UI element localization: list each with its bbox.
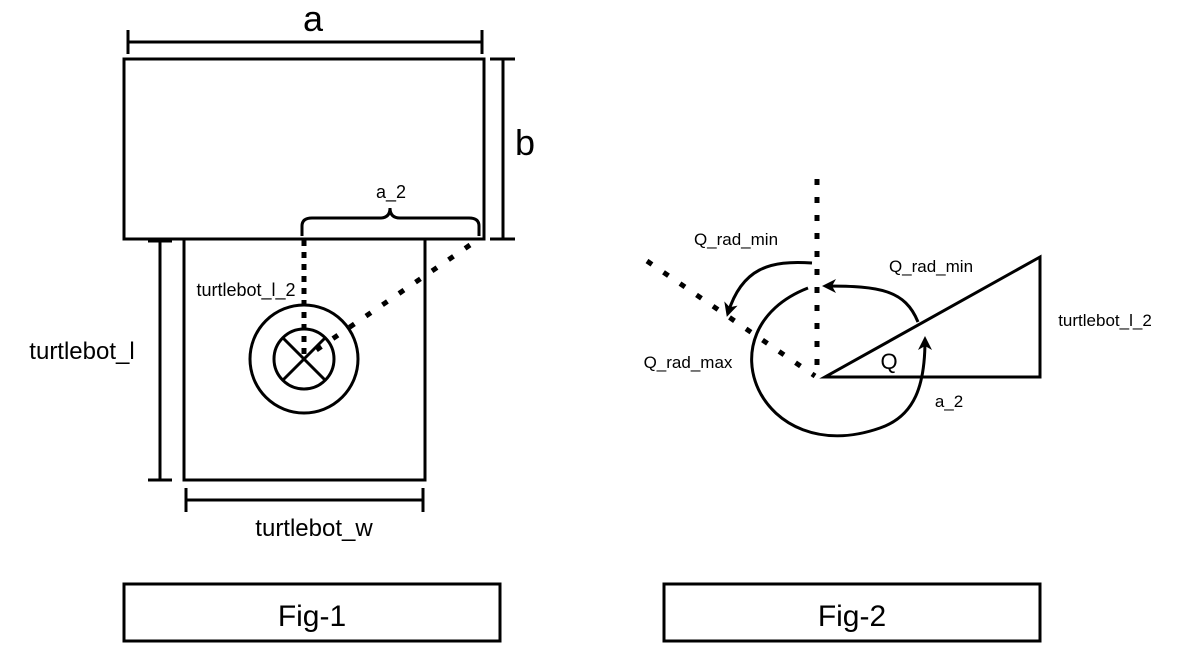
dotted-line-diagonal: [645, 258, 817, 379]
label-a-2: a_2: [376, 182, 406, 203]
fig2-caption-box: [662, 582, 1042, 643]
area-rectangle: [122, 57, 486, 241]
fig1-caption-box: [122, 582, 502, 643]
arrow-q-rad-min-right: [822, 279, 920, 323]
label-q: Q: [880, 349, 897, 374]
dotted-line-diagonal: [304, 242, 472, 360]
fig2-group: Q_rad_min Q_rad_min Q_rad_max Q a_2 turt…: [644, 179, 1152, 643]
label-turtlebot-l-2: turtlebot_l_2: [1058, 311, 1152, 330]
label-b: b: [515, 122, 535, 163]
dimension-turtlebot-l: [148, 239, 172, 482]
angle-triangle: [819, 254, 1042, 379]
dimension-turtlebot-w: [184, 488, 425, 512]
dimension-b: [490, 57, 515, 241]
fig1-caption: Fig-1: [278, 600, 346, 633]
dimension-a: [126, 30, 484, 54]
fig1-group: a b a_2 turtlebot_l turtlebot_w: [29, 0, 535, 643]
label-a-2: a_2: [935, 392, 963, 411]
arrow-q-rad-min-left: [724, 260, 813, 317]
arrow-q-rad-max: [750, 286, 932, 438]
fig2-caption: Fig-2: [818, 600, 886, 633]
label-q-rad-min-right: Q_rad_min: [889, 257, 973, 276]
label-turtlebot-w: turtlebot_w: [255, 515, 373, 542]
label-q-rad-max: Q_rad_max: [644, 353, 733, 372]
turtlebot-body: [182, 237, 427, 482]
label-turtlebot-l-2: turtlebot_l_2: [196, 280, 295, 301]
brace-a-2: [300, 207, 481, 236]
label-a: a: [303, 0, 324, 39]
label-q-rad-min-left: Q_rad_min: [694, 230, 778, 249]
label-turtlebot-l: turtlebot_l: [29, 338, 134, 365]
cross-icon: [281, 336, 327, 382]
